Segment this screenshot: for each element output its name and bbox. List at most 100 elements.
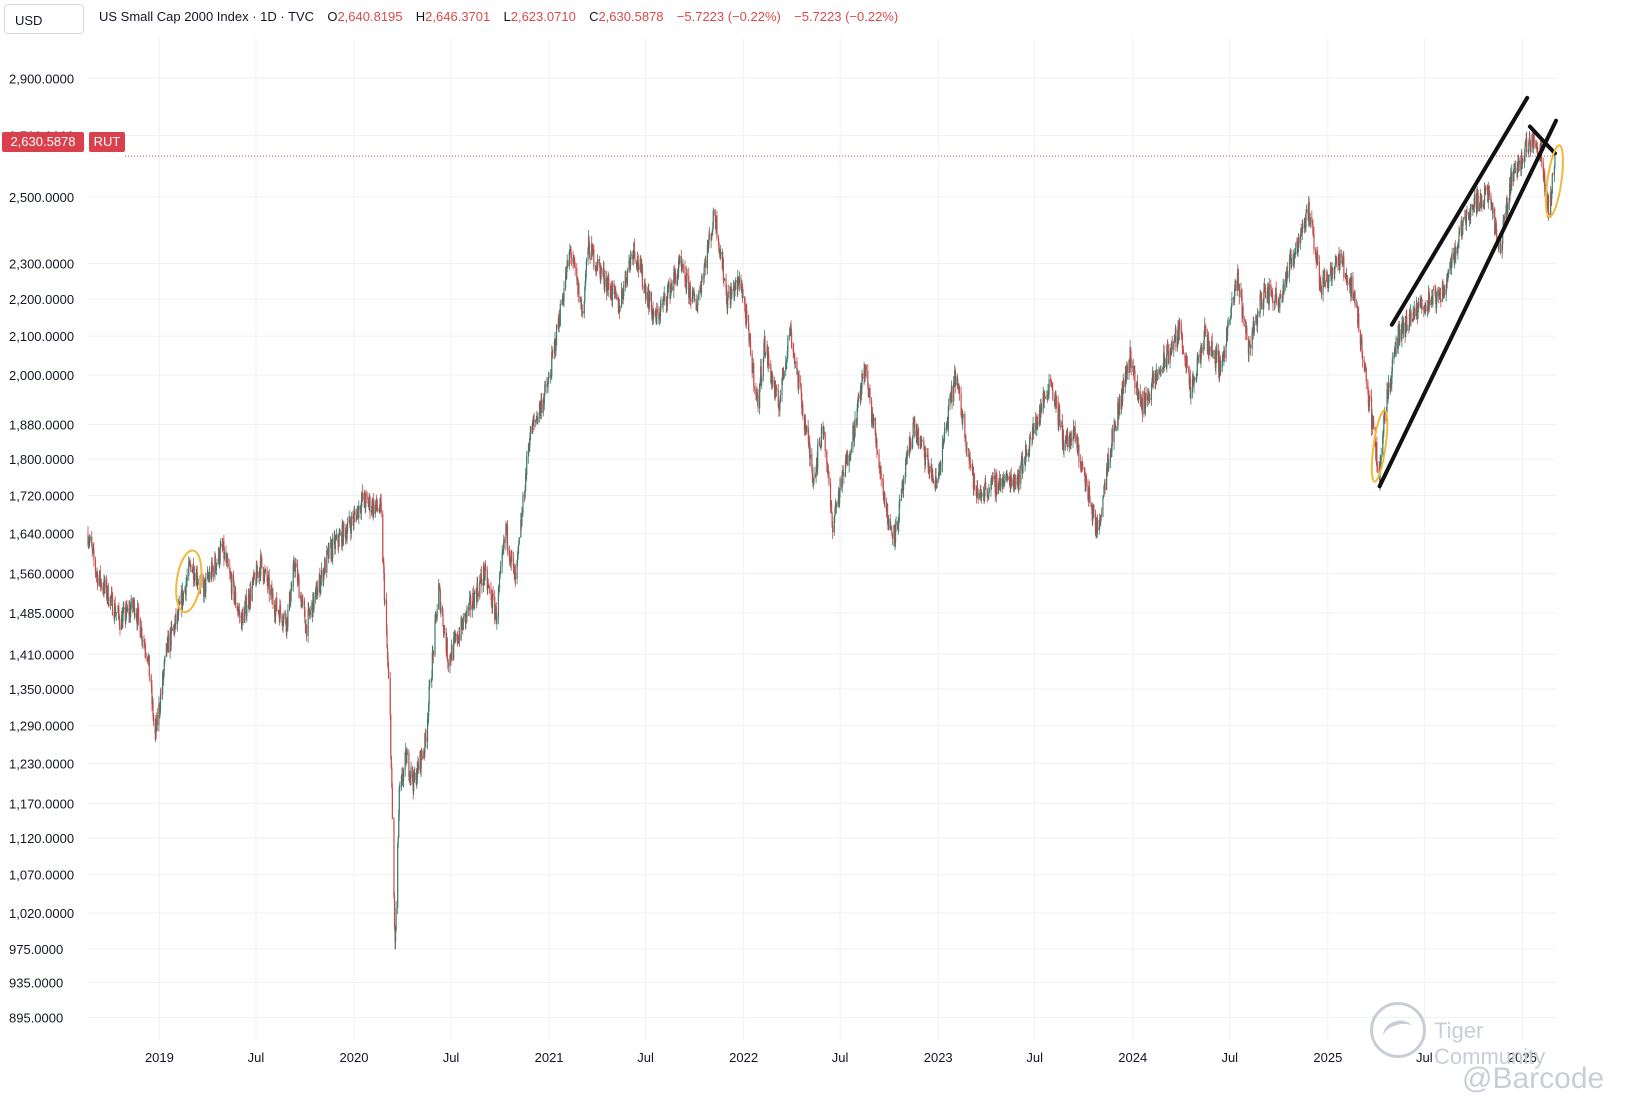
candle [555,323,558,346]
candle [1244,320,1246,323]
candle [124,601,126,629]
candle-body [941,442,944,465]
candle [574,256,576,268]
candle-body [833,516,835,533]
candle-body [544,384,546,386]
candle-body [834,505,836,515]
candle-body [1099,517,1101,528]
candle [791,328,793,349]
candle-body [428,686,430,705]
candle-body [900,488,903,501]
candle-body [712,228,714,232]
candle-body [868,393,870,398]
candle-body [986,488,988,497]
candle [1037,414,1039,430]
candle-body [756,391,758,398]
candle-body [1186,356,1188,369]
candle-body [1134,370,1136,388]
candle [126,604,129,613]
candle-body [1010,475,1012,487]
candle-body [678,260,680,273]
candle [1305,204,1308,214]
candle [695,294,697,311]
candle-body [1181,334,1183,350]
candle [326,545,328,578]
candle [604,270,606,292]
candle [985,475,987,490]
candle [148,655,150,677]
candle [364,489,366,504]
candle [802,400,804,420]
candle-body [1173,338,1175,342]
candle-body [1179,321,1181,324]
candle [402,767,405,788]
candle [296,559,299,588]
candle-body [613,283,615,287]
candle-body [159,710,161,712]
candle-body [708,234,711,237]
candle-body [1156,374,1158,381]
candle [593,244,595,271]
candle-body [946,423,948,428]
candle [134,607,136,618]
candle [615,291,617,301]
candle-body [249,588,252,601]
candle-body [95,571,97,575]
candle-body [477,592,479,597]
candle-body [628,260,630,271]
candle-body [648,300,650,310]
candle [1149,393,1151,404]
candle-body [827,470,829,473]
candle-body [1028,455,1030,457]
candle [480,565,482,586]
candle-body [1305,212,1307,228]
candle-body [190,564,192,572]
candle-body [902,481,905,491]
candle-body [197,582,199,584]
candle-body [1143,391,1145,415]
candle-body [778,407,780,410]
candle [115,612,117,622]
candle [619,305,621,312]
candle [1237,268,1239,292]
candle-body [264,571,266,572]
candle-body [368,503,370,507]
candle-body [498,587,500,590]
candle [227,558,229,568]
candle [496,613,498,630]
candle [912,435,914,450]
candle [753,386,755,394]
candle [293,557,295,572]
candle [455,632,457,643]
candle-body [449,654,452,660]
candle-body [350,516,352,534]
candle-body [596,259,599,270]
candle [182,591,185,606]
candle [570,246,572,265]
candle-body [906,450,908,459]
candle [600,265,602,280]
candle [1024,461,1026,472]
candle [242,606,244,626]
candle-body [1072,437,1074,442]
candle [302,594,304,607]
candle-body [1076,435,1078,452]
candle [1167,344,1170,365]
candle [1025,443,1027,462]
candle [1227,316,1229,328]
candle-body [365,493,367,496]
candle [469,590,471,605]
candle [1279,289,1282,299]
y-tick-label: 1,880.0000 [9,418,74,433]
candle [846,449,848,456]
candle [1096,514,1099,534]
candle [190,564,192,573]
candle-body [479,580,481,597]
candle-body [761,375,763,383]
candle-body [231,575,233,595]
candle-body [1286,266,1288,278]
candle-body [649,291,651,301]
candle-body [192,564,195,580]
candle [898,494,900,523]
